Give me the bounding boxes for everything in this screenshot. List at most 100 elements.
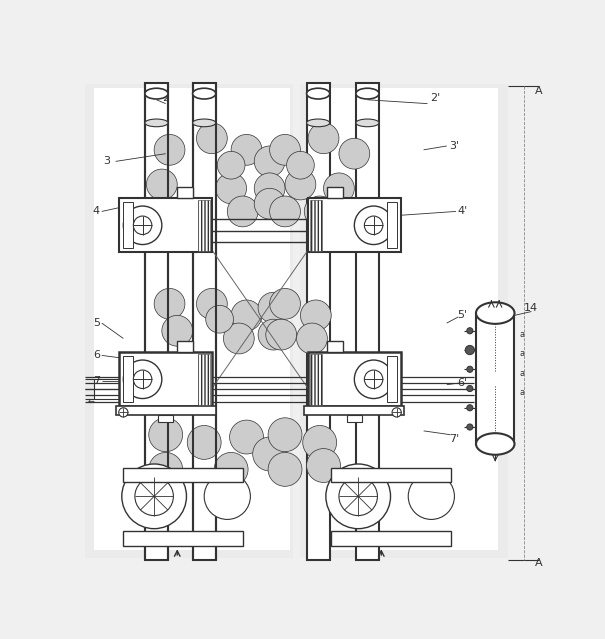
Circle shape [217, 151, 245, 179]
Circle shape [135, 477, 174, 516]
Text: ←: ← [88, 397, 95, 406]
Circle shape [231, 134, 262, 166]
Circle shape [149, 418, 183, 452]
Circle shape [339, 477, 378, 516]
Circle shape [466, 328, 473, 334]
Bar [116, 406, 216, 415]
Bar [387, 202, 397, 249]
Text: 4: 4 [93, 206, 100, 217]
Circle shape [270, 196, 301, 227]
Ellipse shape [307, 119, 330, 127]
Bar [198, 354, 211, 404]
Bar [301, 84, 508, 558]
Ellipse shape [192, 119, 216, 127]
Bar [192, 83, 216, 560]
Bar [331, 468, 451, 482]
Bar [198, 200, 211, 250]
Circle shape [392, 408, 401, 417]
Bar [307, 83, 330, 560]
Bar [310, 200, 322, 250]
Circle shape [119, 408, 128, 417]
Text: 4': 4' [457, 206, 467, 217]
Circle shape [296, 323, 327, 354]
Circle shape [364, 216, 383, 235]
Bar [177, 187, 192, 198]
Circle shape [465, 346, 474, 355]
Circle shape [466, 424, 473, 430]
Circle shape [254, 146, 285, 177]
Bar [119, 198, 212, 252]
Circle shape [253, 437, 287, 471]
Circle shape [154, 134, 185, 166]
Bar [123, 356, 132, 403]
Bar [327, 341, 343, 352]
Circle shape [162, 316, 192, 346]
Ellipse shape [356, 88, 379, 99]
Bar [356, 83, 379, 560]
Ellipse shape [192, 88, 216, 99]
Bar [331, 531, 451, 546]
Text: A: A [535, 86, 543, 96]
Circle shape [123, 360, 162, 399]
Text: 5: 5 [93, 318, 100, 328]
Circle shape [162, 204, 192, 235]
Circle shape [197, 123, 227, 154]
Text: a: a [519, 388, 525, 397]
Text: 6: 6 [93, 350, 100, 360]
Circle shape [408, 473, 454, 520]
Circle shape [287, 151, 315, 179]
Circle shape [197, 288, 227, 320]
Circle shape [227, 196, 258, 227]
Circle shape [308, 123, 339, 154]
Text: 6': 6' [457, 378, 467, 388]
Circle shape [270, 134, 301, 166]
Circle shape [254, 189, 285, 219]
Bar [123, 468, 243, 482]
Bar [304, 406, 404, 415]
Circle shape [266, 320, 296, 350]
Circle shape [123, 206, 162, 245]
Bar [123, 531, 243, 546]
Circle shape [216, 173, 247, 204]
Text: 3': 3' [450, 141, 460, 151]
Text: a: a [519, 369, 525, 378]
Circle shape [268, 418, 302, 452]
Text: 14: 14 [523, 303, 538, 312]
Bar [310, 88, 499, 550]
Circle shape [466, 366, 473, 373]
Circle shape [304, 196, 335, 227]
Bar [119, 352, 212, 406]
Text: 2: 2 [162, 93, 169, 104]
Circle shape [324, 173, 355, 204]
Circle shape [122, 464, 186, 528]
Bar [308, 198, 401, 252]
Circle shape [214, 452, 248, 486]
Circle shape [326, 464, 390, 528]
Circle shape [229, 420, 263, 454]
Bar [310, 354, 322, 404]
Circle shape [355, 206, 393, 245]
Ellipse shape [145, 88, 168, 99]
Circle shape [154, 288, 185, 320]
Bar [94, 88, 290, 550]
Bar [308, 352, 401, 406]
Circle shape [301, 300, 331, 331]
Bar [158, 415, 174, 422]
Ellipse shape [476, 433, 514, 455]
Circle shape [364, 370, 383, 389]
Circle shape [466, 385, 473, 392]
Ellipse shape [476, 302, 514, 324]
Bar [85, 84, 293, 558]
Circle shape [302, 426, 336, 459]
Text: A: A [535, 558, 543, 568]
Bar [123, 202, 132, 249]
Circle shape [149, 452, 183, 486]
Text: 5': 5' [457, 311, 467, 320]
Circle shape [466, 404, 473, 411]
Circle shape [188, 426, 221, 459]
Text: a: a [519, 350, 525, 358]
Circle shape [231, 300, 262, 331]
Text: 7: 7 [93, 376, 100, 386]
Circle shape [206, 305, 234, 333]
Circle shape [270, 288, 301, 320]
